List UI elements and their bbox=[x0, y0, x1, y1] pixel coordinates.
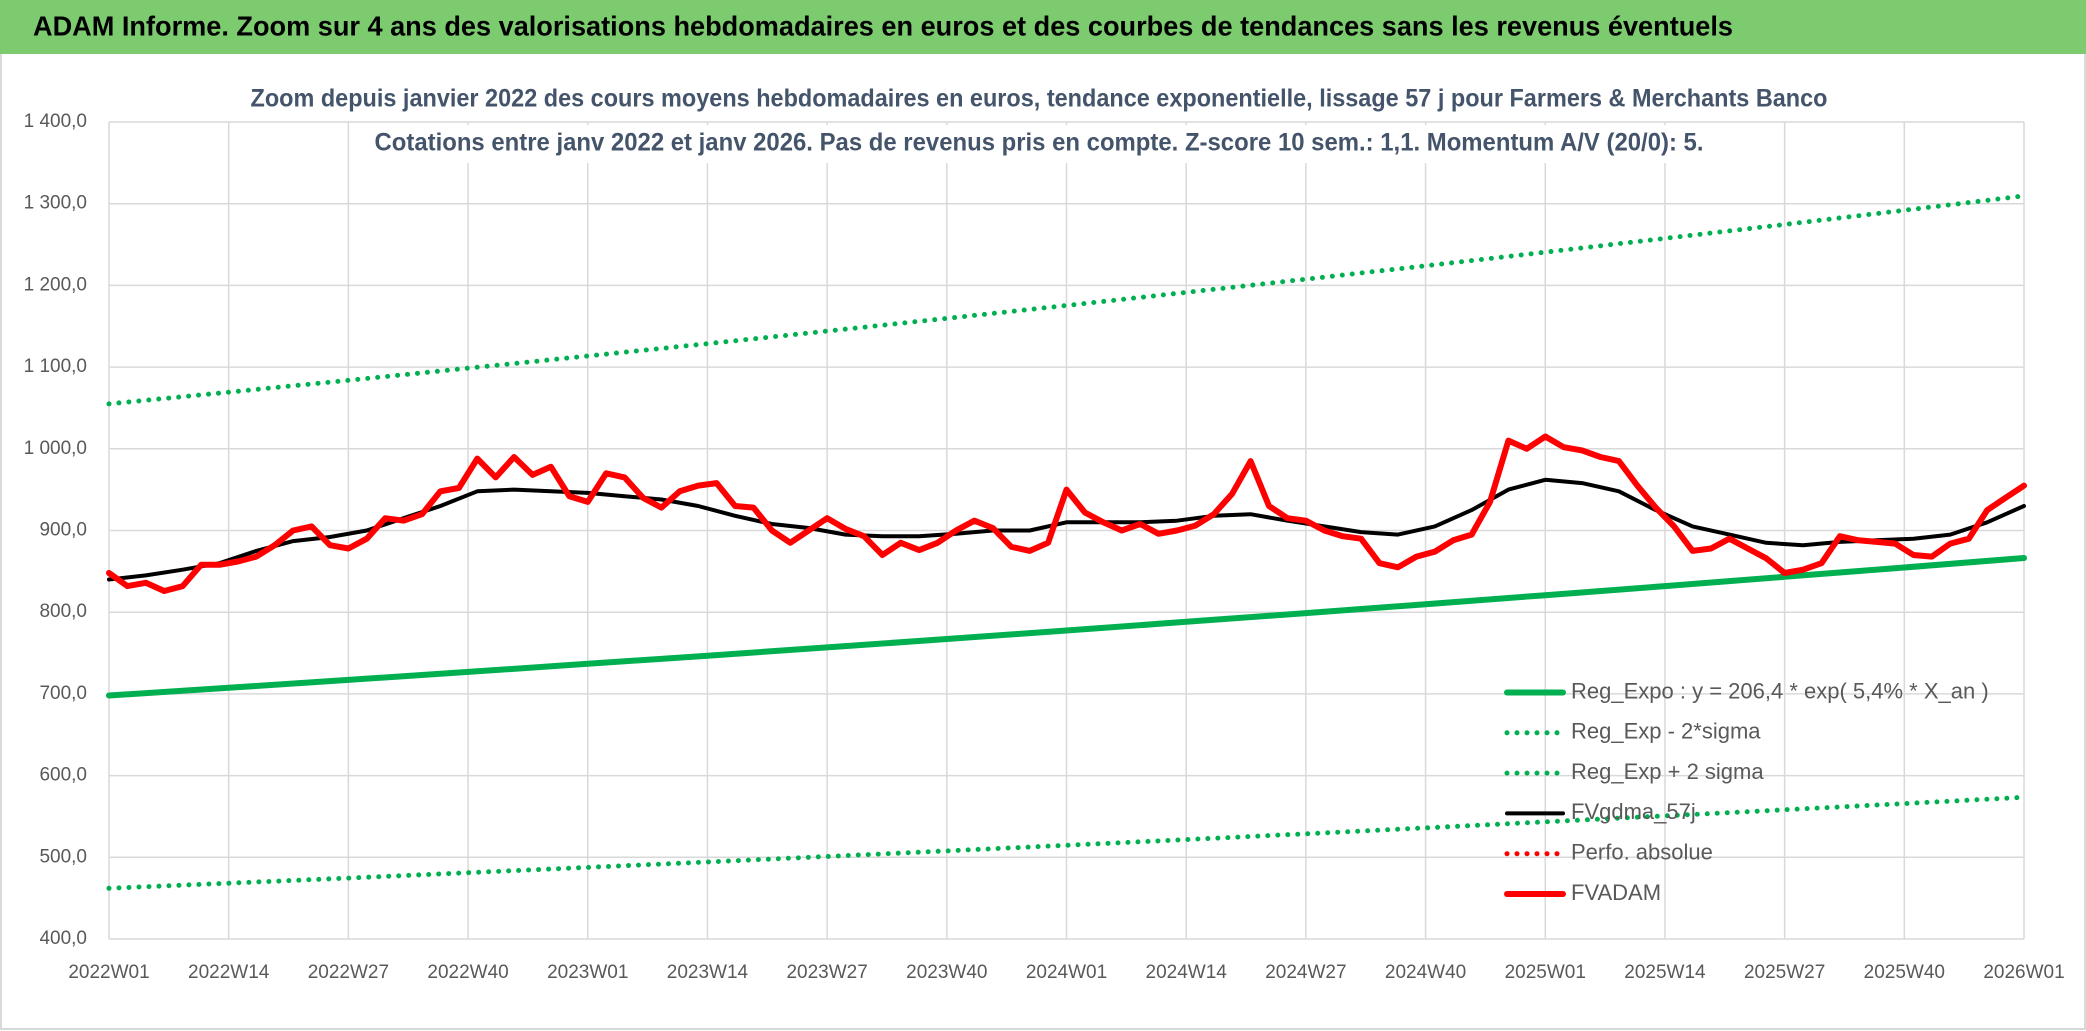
x-tick-label: 2025W27 bbox=[1744, 962, 1825, 983]
plot-area: 400,0 500,0 600,0 700,0 800,0 900,0 1 000,0 1 1… bbox=[24, 111, 2065, 983]
chart-subtitle: Cotations entre janv 2022 et janv 2026. … bbox=[375, 129, 1704, 157]
header-title: ADAM Informe. Zoom sur 4 ans des valoris… bbox=[33, 10, 1733, 41]
chart-title: Zoom depuis janvier 2022 des cours moyen… bbox=[251, 85, 1828, 113]
series-line bbox=[106, 794, 2027, 891]
y-tick-label: 400,0 bbox=[39, 928, 87, 949]
y-tick-label: 600,0 bbox=[39, 765, 87, 786]
legend: Reg_Expo : y = 206,4 * exp( 5,4% * X_an … bbox=[1504, 678, 1989, 905]
legend-label: Perfo. absolue bbox=[1571, 840, 1713, 865]
subtitle-bg bbox=[370, 125, 1710, 163]
x-tick-label: 2025W40 bbox=[1864, 962, 1945, 983]
legend-label: Reg_Exp - 2*sigma bbox=[1571, 719, 1761, 744]
series-group bbox=[106, 193, 2027, 891]
x-tick-label: 2022W01 bbox=[68, 962, 149, 983]
x-tick-label: 2024W14 bbox=[1146, 962, 1228, 983]
x-tick-label: 2024W01 bbox=[1026, 962, 1107, 983]
x-tick-label: 2023W27 bbox=[786, 962, 867, 983]
series-line bbox=[106, 555, 2027, 699]
y-tick-label: 900,0 bbox=[39, 520, 87, 541]
x-tick-label: 2023W40 bbox=[906, 962, 987, 983]
y-tick-label: 1 100,0 bbox=[24, 356, 87, 377]
x-tick-label: 2024W40 bbox=[1385, 962, 1466, 983]
x-tick-label: 2023W01 bbox=[547, 962, 628, 983]
y-tick-label: 1 000,0 bbox=[24, 438, 87, 459]
x-tick-label: 2026W01 bbox=[1983, 962, 2064, 983]
legend-label: FVADAM bbox=[1571, 880, 1661, 905]
header-bar bbox=[0, 0, 2086, 54]
title-bg bbox=[248, 82, 1832, 120]
y-tick-label: 700,0 bbox=[39, 683, 87, 704]
x-tick-label: 2022W14 bbox=[188, 962, 270, 983]
legend-label: Reg_Exp + 2 sigma bbox=[1571, 759, 1764, 784]
x-tick-label: 2022W27 bbox=[308, 962, 389, 983]
legend-label: FVgdma_57j bbox=[1571, 799, 1696, 824]
x-tick-label: 2022W40 bbox=[427, 962, 508, 983]
x-tick-label: 2025W01 bbox=[1505, 962, 1586, 983]
x-tick-label: 2023W14 bbox=[667, 962, 749, 983]
x-tick-label: 2025W14 bbox=[1624, 962, 1706, 983]
series-line bbox=[106, 433, 2027, 594]
y-tick-label: 500,0 bbox=[39, 846, 87, 867]
y-tick-label: 1 400,0 bbox=[24, 111, 87, 132]
x-tick-label: 2024W27 bbox=[1265, 962, 1346, 983]
y-tick-label: 1 200,0 bbox=[24, 274, 87, 295]
series-line bbox=[106, 193, 2027, 407]
y-tick-label: 800,0 bbox=[39, 601, 87, 622]
y-tick-label: 1 300,0 bbox=[24, 193, 87, 214]
legend-label: Reg_Expo : y = 206,4 * exp( 5,4% * X_an … bbox=[1571, 678, 1989, 703]
